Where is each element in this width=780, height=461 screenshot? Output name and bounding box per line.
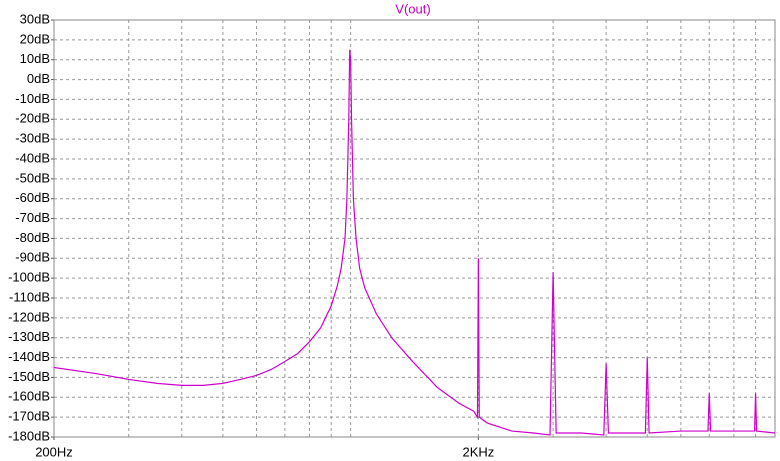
y-tick-label: -70dB xyxy=(15,210,50,225)
y-tick-label: -100dB xyxy=(8,270,50,285)
y-tick-label: -90dB xyxy=(15,250,50,265)
plot-frame xyxy=(53,19,776,438)
y-tick-label: 0dB xyxy=(27,71,50,86)
y-tick-label: -20dB xyxy=(15,111,50,126)
y-tick-label: -140dB xyxy=(8,349,50,364)
y-tick-label: -110dB xyxy=(9,289,50,304)
y-tick-label: 20dB xyxy=(20,31,50,46)
y-tick-label: -130dB xyxy=(8,329,50,344)
y-tick-label: -80dB xyxy=(15,230,50,245)
y-tick-label: -30dB xyxy=(15,131,50,146)
y-tick-label: 10dB xyxy=(20,51,50,66)
y-tick-label: -10dB xyxy=(15,91,50,106)
x-tick-label: 2KHz xyxy=(462,444,494,459)
y-tick-label: -50dB xyxy=(15,170,50,185)
y-tick-label: 30dB xyxy=(20,11,50,26)
y-tick-label: -120dB xyxy=(8,309,50,324)
y-tick-label: -160dB xyxy=(8,389,50,404)
data-line xyxy=(53,49,776,436)
chart-title: V(out) xyxy=(395,1,430,16)
y-tick-label: -170dB xyxy=(8,409,50,424)
y-tick-label: -150dB xyxy=(8,369,50,384)
y-tick-label: -40dB xyxy=(15,150,50,165)
y-tick-label: -60dB xyxy=(15,190,50,205)
y-tick-label: -180dB xyxy=(8,428,50,443)
x-tick-label: 200Hz xyxy=(35,444,73,459)
